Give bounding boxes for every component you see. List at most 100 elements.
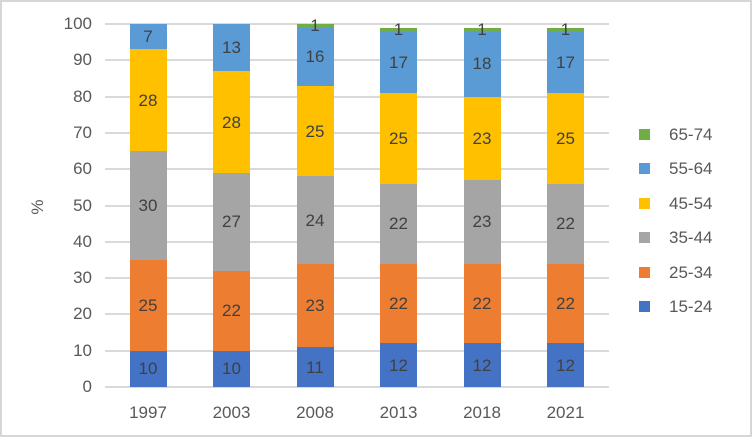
y-axis-tick-label: 30: [73, 268, 92, 288]
gridline: [105, 59, 609, 62]
bar-segment-label: 17: [556, 52, 575, 72]
gridline: [105, 131, 609, 134]
legend-swatch: [639, 128, 650, 140]
x-axis-tick-label: 2008: [296, 403, 334, 422]
plot-area: 10 25 30 28 7 10 22 27 28 13 11 23 24 25 16 1 12 22 22 25 17…: [105, 17, 609, 388]
x-axis-tick-label: 2018: [463, 403, 501, 422]
x-axis-tick-label: 1997: [129, 403, 167, 422]
legend-swatch: [639, 163, 650, 175]
bar-segment-label: 12: [472, 355, 492, 375]
bar-segment-label: 12: [389, 355, 408, 375]
legend-item-45-54: 45-54: [639, 186, 749, 221]
gridline: [105, 349, 609, 352]
bar-segment-45-54: 25: [380, 92, 417, 184]
bar-segment-label: 1: [477, 19, 487, 39]
bar-segment-55-64: 16: [296, 27, 334, 86]
bar-segment-label: 25: [389, 128, 408, 148]
legend-item-15-24: 15-24: [639, 290, 749, 325]
bar-segment-65-74: 1: [296, 17, 334, 34]
y-axis-tick-label: 70: [73, 122, 92, 142]
gridline: [105, 240, 609, 243]
bar-segment-35-44: 30: [129, 151, 167, 260]
legend-label: 45-54: [669, 193, 713, 213]
bar-segment-label: 12: [556, 355, 575, 375]
bar-segment-label: 22: [389, 214, 408, 234]
bar-segment-15-24: 10: [129, 350, 167, 387]
bar-segment-45-54: 25: [296, 85, 334, 177]
y-axis-tick-label: 20: [73, 304, 92, 324]
bar-segment-label: 23: [305, 295, 325, 315]
bar-segment-35-44: 27: [213, 172, 250, 271]
bar-segment-15-24: 12: [463, 343, 501, 387]
bar-segment-35-44: 24: [296, 176, 334, 264]
bar-segment-65-74: 1: [380, 21, 417, 38]
bar-segment-label: 16: [305, 47, 325, 67]
bar-segment-55-64: 18: [463, 31, 501, 97]
bar-segment-label: 1: [310, 16, 320, 36]
bar-segment-label: 10: [138, 359, 158, 379]
bar-segment-label: 23: [472, 128, 492, 148]
bar-segment-25-34: 23: [296, 263, 334, 348]
bar-segment-label: 25: [138, 295, 158, 315]
bar-segment-label: 28: [138, 90, 158, 110]
bar-segment-25-34: 22: [463, 263, 501, 344]
legend-item-25-34: 25-34: [639, 255, 749, 290]
bar-segment-label: 30: [138, 196, 158, 215]
gridline: [105, 23, 609, 25]
gridline: [105, 313, 609, 316]
legend: 65-74 55-64 45-54 35-44 25-34 15-24: [639, 117, 749, 324]
legend-swatch: [639, 266, 650, 278]
legend-label: 15-24: [669, 297, 713, 317]
legend-item-65-74: 65-74: [639, 117, 749, 152]
gridline: [105, 95, 609, 98]
bar-segment-55-64: 13: [213, 24, 250, 72]
bar-segment-45-54: 23: [463, 96, 501, 181]
bar-2021: 12 22 22 25 17 1: [547, 21, 584, 387]
bar-segment-label: 22: [222, 301, 241, 321]
gridline: [105, 168, 609, 171]
legend-item-35-44: 35-44: [639, 221, 749, 256]
bar-segment-65-74: 1: [547, 21, 584, 38]
bar-segment-25-34: 22: [380, 263, 417, 344]
y-axis-tick-label: 80: [73, 86, 92, 106]
bar-segment-label: 1: [393, 19, 404, 39]
bar-2008: 11 23 24 25 16 1: [296, 17, 334, 387]
bar-segment-55-64: 7: [129, 24, 167, 50]
legend-label: 25-34: [669, 262, 713, 282]
y-axis-tick-label: 100: [63, 14, 92, 33]
bar-segment-label: 11: [306, 357, 324, 377]
y-axis-tick-label: 40: [73, 231, 92, 251]
bar-2018: 12 22 23 23 18 1: [463, 21, 501, 387]
bar-segment-label: 28: [222, 112, 241, 132]
legend-swatch: [639, 301, 650, 313]
bar-segment-55-64: 17: [547, 31, 584, 93]
bar-segment-label: 22: [556, 294, 575, 314]
bar-segment-25-34: 22: [213, 270, 250, 351]
x-axis-tick-label: 2021: [546, 403, 585, 422]
bar-segment-label: 7: [143, 27, 153, 47]
y-axis-tick-label: 90: [73, 50, 92, 70]
bar-segment-label: 10: [222, 359, 241, 379]
y-axis-tick-label: 0: [82, 377, 92, 396]
y-axis-tick-label: 60: [73, 159, 92, 179]
bar-segment-label: 27: [222, 212, 241, 232]
x-axis-tick-label: 2003: [212, 403, 251, 422]
bar-segment-15-24: 12: [380, 343, 417, 387]
y-axis-tick-label: 50: [73, 195, 92, 215]
bar-segment-35-44: 23: [463, 180, 501, 264]
gridline: [105, 277, 609, 280]
bar-segment-15-24: 12: [547, 343, 584, 387]
bar-segment-45-54: 25: [547, 92, 584, 184]
bar-segment-label: 22: [556, 214, 575, 234]
bar-segment-65-74: 1: [463, 21, 501, 38]
bar-segment-25-34: 25: [129, 259, 167, 351]
bar-segment-label: 13: [222, 38, 241, 58]
legend-swatch: [639, 232, 650, 244]
bar-1997: 10 25 30 28 7: [129, 24, 167, 387]
y-axis-tick-label: 10: [73, 340, 92, 360]
legend-item-55-64: 55-64: [639, 152, 749, 187]
gridline: [105, 204, 609, 207]
legend-label: 65-74: [669, 124, 713, 144]
legend-label: 55-64: [669, 159, 713, 179]
